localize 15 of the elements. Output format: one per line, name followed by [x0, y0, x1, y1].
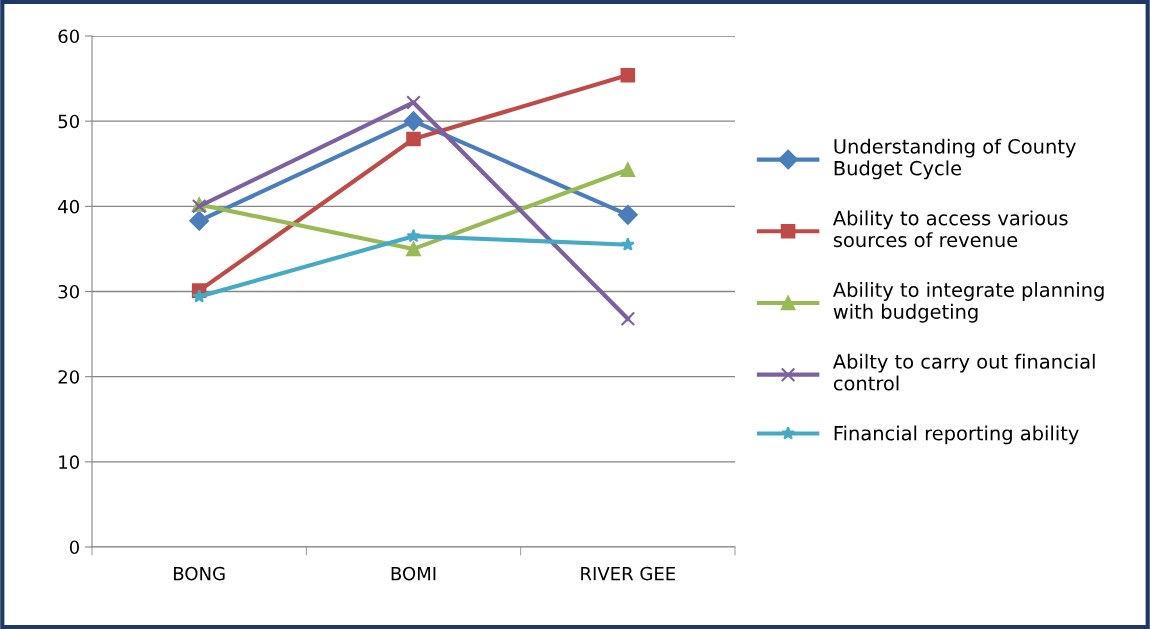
legend-label: Ability to access various sources of revenue: [832, 210, 1068, 248]
y-tick-label: 20: [58, 370, 79, 384]
legend-label: Financial reporting ability: [834, 425, 1079, 445]
x-tick-label: BOMI: [391, 566, 436, 581]
legend-label: Abilty to carry out financial control: [832, 353, 1095, 391]
x-tick-label: RIVER GEE: [581, 566, 676, 581]
legend-label: Ability to integrate planning with budgeting: [832, 282, 1104, 323]
x-tick-label: BONG: [174, 566, 225, 581]
y-tick-label: 60: [58, 29, 79, 44]
y-tick-label: 40: [58, 199, 79, 214]
y-tick-label: 0: [69, 540, 79, 555]
y-tick-label: 10: [59, 455, 79, 469]
y-tick-label: 50: [58, 114, 79, 129]
y-tick-label: 30: [58, 284, 79, 299]
legend-label: Understanding of County Budget Cycle: [834, 138, 1076, 180]
